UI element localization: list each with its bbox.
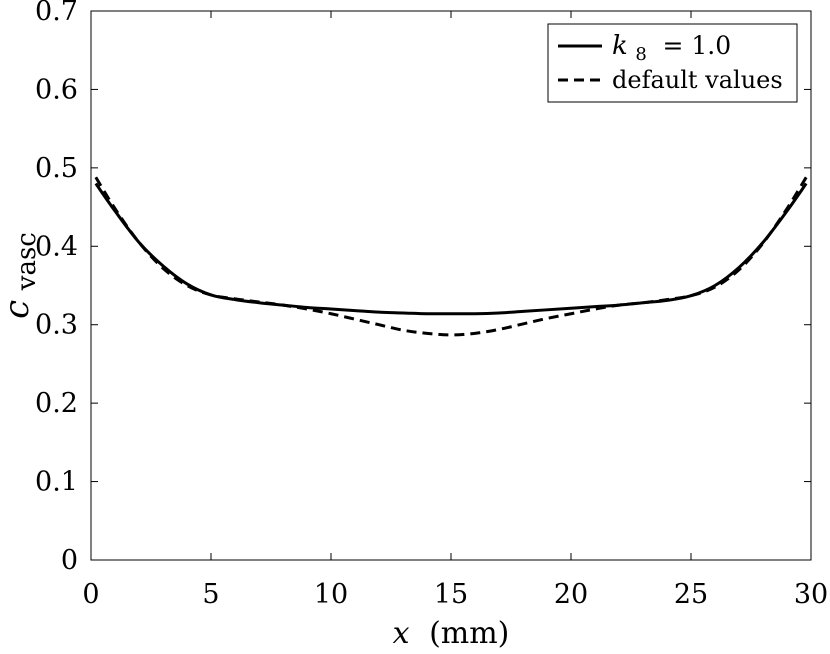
y-axis-label: c vasc [0,232,42,319]
y-axis-label-subscript: vasc [12,232,42,291]
x-tick-label: 5 [202,579,219,610]
legend-box [547,23,798,103]
y-tick-label: 0.7 [35,0,78,27]
x-tick-label: 10 [314,579,348,610]
y-tick-label: 0.3 [35,310,78,341]
x-tick-label: 0 [82,579,99,610]
y-tick-label: 0.4 [35,231,78,262]
y-tick-label: 0 [61,545,78,576]
y-tick-label: 0.5 [35,153,78,184]
legend-k8-value: = 1.0 [655,31,732,60]
x-tick-label: 30 [794,579,828,610]
tick-labels: 0 5 10 15 20 25 30 0 0.1 0.2 0.3 0.4 0.5 0.6 0.7 [35,0,828,610]
legend-k8-subscript: 8 [635,44,646,65]
y-axis-label-main: c [0,300,37,319]
ticks [90,10,812,561]
x-tick-label: 25 [674,579,708,610]
x-axis-label: x (mm) [393,616,510,651]
x-tick-label: 20 [554,579,588,610]
y-tick-label: 0.2 [35,388,78,419]
x-axis-label-unit: (mm) [429,616,509,651]
x-tick-label: 15 [434,579,468,610]
legend: k 8 = 1.0 default values [547,23,798,103]
y-tick-label: 0.1 [35,467,78,498]
x-axis-label-variable: x [393,616,410,651]
legend-item-k8: k 8 = 1.0 [612,31,731,66]
y-tick-label: 0.6 [35,74,78,105]
series-line-default-values [94,176,808,337]
legend-k8-variable: k [612,31,628,61]
plot-series [94,176,808,337]
legend-item-default-values: default values [612,66,783,94]
